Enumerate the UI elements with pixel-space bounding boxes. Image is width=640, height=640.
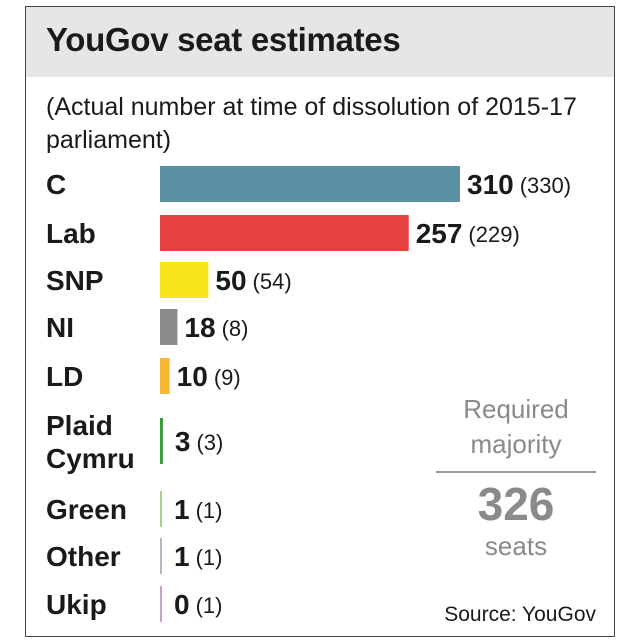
bar-ni — [160, 309, 178, 345]
value-label-ukip: 0 — [174, 589, 190, 620]
previous-value-label-green: (1) — [196, 498, 223, 523]
category-label-green: Green — [46, 494, 127, 525]
required-majority-divider — [436, 471, 596, 473]
category-label-ukip: Ukip — [46, 589, 107, 620]
previous-value-label-c: (330) — [520, 173, 571, 198]
chart-frame: YouGov seat estimates (Actual number at … — [25, 6, 615, 637]
bar-ukip — [160, 586, 162, 622]
bar-lab — [160, 215, 409, 251]
category-label-plaid-cymru: Plaid Cymru — [46, 410, 135, 474]
value-label-green: 1 — [174, 494, 190, 525]
required-majority-box: Required majority 326 seats — [436, 392, 596, 561]
bar-ld — [160, 358, 170, 394]
value-label-plaid-cymru: 3 — [175, 426, 191, 457]
bar-chart: C 310 (330)Lab 257 (229)SNP 50 (54)NI 18 (8)LD 10… — [46, 166, 571, 622]
chart-title: YouGov seat estimates — [46, 21, 401, 58]
value-label-c: 310 — [467, 169, 514, 200]
previous-value-label-other: (1) — [196, 545, 223, 570]
previous-value-label-lab: (229) — [468, 222, 519, 247]
value-label-ld: 10 — [177, 361, 208, 392]
category-label-c: C — [46, 169, 66, 200]
source-note: Source: YouGov — [444, 603, 596, 626]
title-band — [26, 7, 614, 77]
value-label-lab: 257 — [416, 218, 463, 249]
category-label-other: Other — [46, 541, 121, 572]
previous-value-label-ni: (8) — [222, 316, 249, 341]
value-label-ni: 18 — [184, 312, 215, 343]
bar-green — [160, 491, 162, 527]
value-label-snp: 50 — [215, 265, 246, 296]
required-majority-label-line1: Required — [463, 394, 569, 424]
bar-other — [160, 538, 162, 574]
previous-value-label-plaid-cymru: (3) — [196, 430, 223, 455]
category-label-ni: NI — [46, 312, 74, 343]
previous-value-label-ld: (9) — [214, 365, 241, 390]
category-label-ld: LD — [46, 361, 83, 392]
previous-value-label-snp: (54) — [253, 269, 292, 294]
bar-c — [160, 166, 460, 202]
previous-value-label-ukip: (1) — [196, 593, 223, 618]
required-majority-label-line2: majority — [470, 429, 562, 459]
bar-plaid-cymru — [160, 418, 163, 464]
value-label-other: 1 — [174, 541, 190, 572]
bar-snp — [160, 262, 209, 298]
chart-subtitle: (Actual number at time of dissolution of… — [46, 93, 577, 154]
required-majority-value: 326 — [477, 478, 555, 530]
category-label-lab: Lab — [46, 218, 96, 249]
required-majority-unit: seats — [484, 531, 548, 561]
category-label-snp: SNP — [46, 265, 104, 296]
